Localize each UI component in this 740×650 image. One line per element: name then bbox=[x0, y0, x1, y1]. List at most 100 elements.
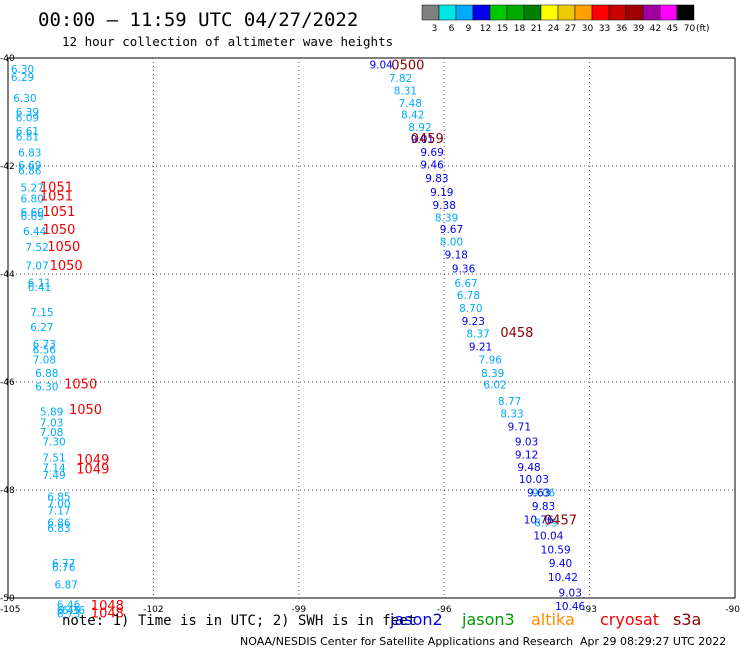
legend-label: 6 bbox=[449, 24, 455, 34]
x-tick-label: -96 bbox=[437, 605, 452, 615]
legend-swatch bbox=[557, 4, 576, 21]
satellite-name: altika bbox=[531, 610, 575, 629]
pass-time-label: 1050 bbox=[64, 378, 97, 393]
wave-height-point: 7.30 bbox=[42, 436, 65, 448]
legend-swatch bbox=[540, 4, 559, 21]
wave-height-point: 6.69 bbox=[18, 160, 41, 172]
legend-label: 15 bbox=[497, 24, 508, 34]
legend-label: 45 bbox=[667, 24, 678, 34]
wave-height-point: 9.03 bbox=[559, 588, 582, 600]
wave-height-point: 9.23 bbox=[462, 316, 485, 328]
pass-time-label: 1051 bbox=[42, 205, 75, 220]
y-tick-label: -46 bbox=[0, 378, 15, 388]
legend-swatch bbox=[438, 4, 457, 21]
wave-height-point: 6.85 bbox=[47, 491, 70, 503]
legend-swatch bbox=[659, 4, 678, 21]
y-tick-label: -42 bbox=[0, 162, 15, 172]
wave-height-point: 8.31 bbox=[394, 85, 417, 97]
wave-height-point: 9.63 bbox=[527, 488, 550, 500]
wave-height-point: 8.33 bbox=[500, 408, 523, 420]
wave-height-point: 6.86 bbox=[18, 165, 42, 177]
wave-height-point: 6.87 bbox=[54, 580, 77, 592]
pass-time-label: 1049 bbox=[76, 453, 109, 468]
data-points: 6.306.296.306.396.096.616.816.836.696.86… bbox=[11, 59, 586, 620]
pass-time-label: 1051 bbox=[40, 190, 73, 205]
satellite-name: cryosat bbox=[600, 610, 659, 629]
y-tick-label: -44 bbox=[0, 270, 15, 280]
pass-time-label: 0500 bbox=[391, 58, 424, 73]
y-tick-label: -50 bbox=[0, 594, 15, 604]
wave-height-point: 6.78 bbox=[457, 290, 480, 302]
wave-height-point: 6.77 bbox=[52, 558, 75, 570]
legend-label: 3 bbox=[432, 24, 438, 34]
wave-height-point: 6.83 bbox=[18, 148, 41, 160]
x-tick-label: -102 bbox=[143, 605, 163, 615]
wave-height-point: 9.21 bbox=[469, 341, 492, 353]
pass-time-label: 0458 bbox=[500, 326, 533, 341]
wave-height-point: 10.03 bbox=[519, 474, 549, 486]
pass-time-label: 1050 bbox=[50, 259, 83, 274]
wave-height-point: 8.92 bbox=[408, 122, 431, 134]
wave-height-point: 6.56 bbox=[33, 345, 57, 357]
wave-height-point: 6.09 bbox=[16, 112, 39, 124]
wave-height-point: 9.69 bbox=[420, 147, 443, 159]
wave-height-point: 6.61 bbox=[16, 126, 39, 138]
wave-height-point: 8.42 bbox=[401, 110, 424, 122]
wave-height-point: 6.60 bbox=[21, 207, 44, 219]
wave-height-point: 9.01 bbox=[411, 134, 434, 146]
legend-swatch bbox=[472, 4, 491, 21]
wave-height-point: 8.39 bbox=[481, 368, 504, 380]
wave-height-point: 9.71 bbox=[508, 421, 531, 433]
pass-time-label: 1050 bbox=[47, 240, 80, 255]
wave-height-point: 6.45 bbox=[57, 605, 80, 617]
chart-subtitle: 12 hour collection of altimeter wave hei… bbox=[62, 34, 393, 49]
wave-height-point: 5.89 bbox=[40, 407, 63, 419]
wave-height-point: 9.19 bbox=[430, 187, 453, 199]
wave-height-point: 6.80 bbox=[21, 193, 44, 205]
footer-note: note: 1) Time is in UTC; 2) SWH is in fe… bbox=[62, 613, 416, 629]
wave-height-point: 6.27 bbox=[30, 322, 53, 334]
pass-time-label: 0459 bbox=[411, 132, 444, 147]
wave-height-point: 9.83 bbox=[425, 173, 448, 185]
wave-height-point: 8.79 bbox=[534, 517, 557, 529]
wave-height-point: 6.46 bbox=[57, 599, 81, 611]
legend-label: 18 bbox=[514, 24, 526, 34]
wave-height-point: 7.07 bbox=[25, 260, 48, 272]
wave-height-point: 6.11 bbox=[28, 278, 51, 290]
wave-height-point: 6.44 bbox=[23, 226, 47, 238]
wave-height-point: 10.42 bbox=[548, 572, 578, 584]
wave-height-point: 9.03 bbox=[515, 436, 538, 448]
wave-height-point: 9.18 bbox=[445, 250, 468, 262]
wave-height-point: 7.48 bbox=[399, 98, 422, 110]
y-tick-label: -48 bbox=[0, 486, 15, 496]
legend-swatch bbox=[506, 4, 525, 21]
legend-swatch bbox=[574, 4, 593, 21]
wave-height-point: 8.39 bbox=[435, 212, 458, 224]
wave-height-point: 7.52 bbox=[25, 242, 48, 254]
pass-time-label: 0457 bbox=[544, 514, 577, 529]
wave-height-point: 10.76 bbox=[524, 515, 554, 527]
pass-time-label: 1051 bbox=[40, 181, 73, 196]
pass-time-label: 1049 bbox=[76, 462, 109, 477]
pass-time-label: 1050 bbox=[42, 223, 75, 238]
wave-height-point: 6.67 bbox=[454, 278, 477, 290]
chart-title: 00:00 – 11:59 UTC 04/27/2022 bbox=[38, 9, 358, 31]
wave-height-point: 8.70 bbox=[459, 303, 482, 315]
wave-height-point: 9.46 bbox=[420, 159, 444, 171]
wave-height-point: 6.02 bbox=[483, 380, 506, 392]
wave-height-point: 6.73 bbox=[57, 609, 80, 621]
wave-height-point: 6.81 bbox=[16, 131, 39, 143]
wave-height-point: 6.73 bbox=[33, 339, 56, 351]
wave-height-point: 10.46 bbox=[555, 601, 585, 613]
footer-credit: NOAA/NESDIS Center for Satellite Applica… bbox=[240, 635, 573, 648]
wave-height-point: 9.06 bbox=[532, 488, 556, 500]
legend-label: 42 bbox=[650, 24, 661, 34]
wave-height-point: 8.77 bbox=[498, 396, 521, 408]
wave-height-point: 10.04 bbox=[533, 530, 563, 542]
wave-height-point: 9.83 bbox=[532, 501, 555, 513]
legend-swatch bbox=[489, 4, 508, 21]
legend-label: 36 bbox=[616, 24, 628, 34]
satellite-name: jason2 bbox=[389, 610, 443, 629]
wave-height-point: 9.48 bbox=[517, 462, 540, 474]
